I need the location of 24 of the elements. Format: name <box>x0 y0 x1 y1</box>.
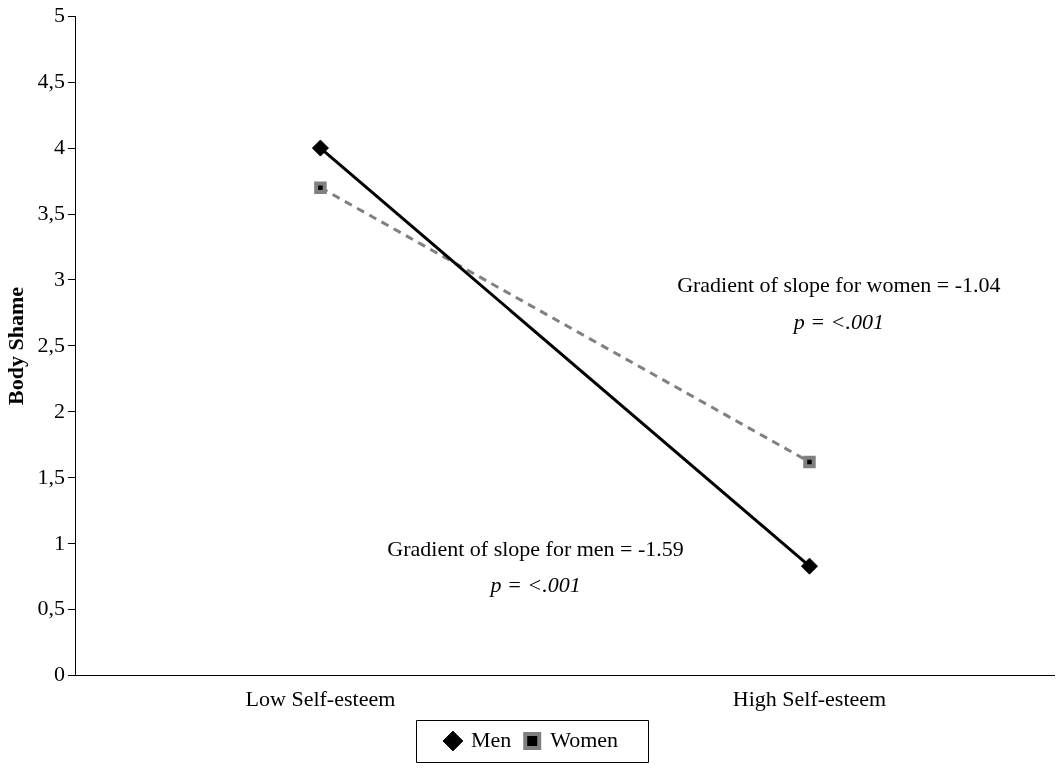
y-tick-label: 3 <box>53 265 65 291</box>
y-tick-label: 3,5 <box>37 199 65 225</box>
y-tick-label: 2,5 <box>37 331 65 357</box>
legend-label: Men <box>470 726 512 752</box>
x-tick-label: High Self-esteem <box>732 685 887 711</box>
y-tick-label: 1 <box>53 529 65 555</box>
y-tick-label: 1,5 <box>37 463 65 489</box>
annotation: p = <.001 <box>791 308 884 334</box>
y-tick-label: 0,5 <box>37 595 65 621</box>
y-tick-label: 5 <box>53 1 65 27</box>
point <box>314 181 327 194</box>
point <box>803 455 816 469</box>
y-tick-label: 4 <box>53 133 65 159</box>
y-tick-label: 2 <box>53 397 65 423</box>
annotation: Gradient of slope for women = -1.04 <box>677 272 1001 298</box>
y-axis-title: Body Shame <box>2 286 28 405</box>
annotation: p = <.001 <box>488 572 581 598</box>
point <box>800 557 818 575</box>
y-tick-label: 0 <box>53 661 65 687</box>
point <box>311 139 329 157</box>
y-tick-label: 4,5 <box>37 67 65 93</box>
annotation: Gradient of slope for men = -1.59 <box>387 536 684 562</box>
legend-label: Women <box>550 726 619 752</box>
x-tick-label: Low Self-esteem <box>245 685 396 711</box>
